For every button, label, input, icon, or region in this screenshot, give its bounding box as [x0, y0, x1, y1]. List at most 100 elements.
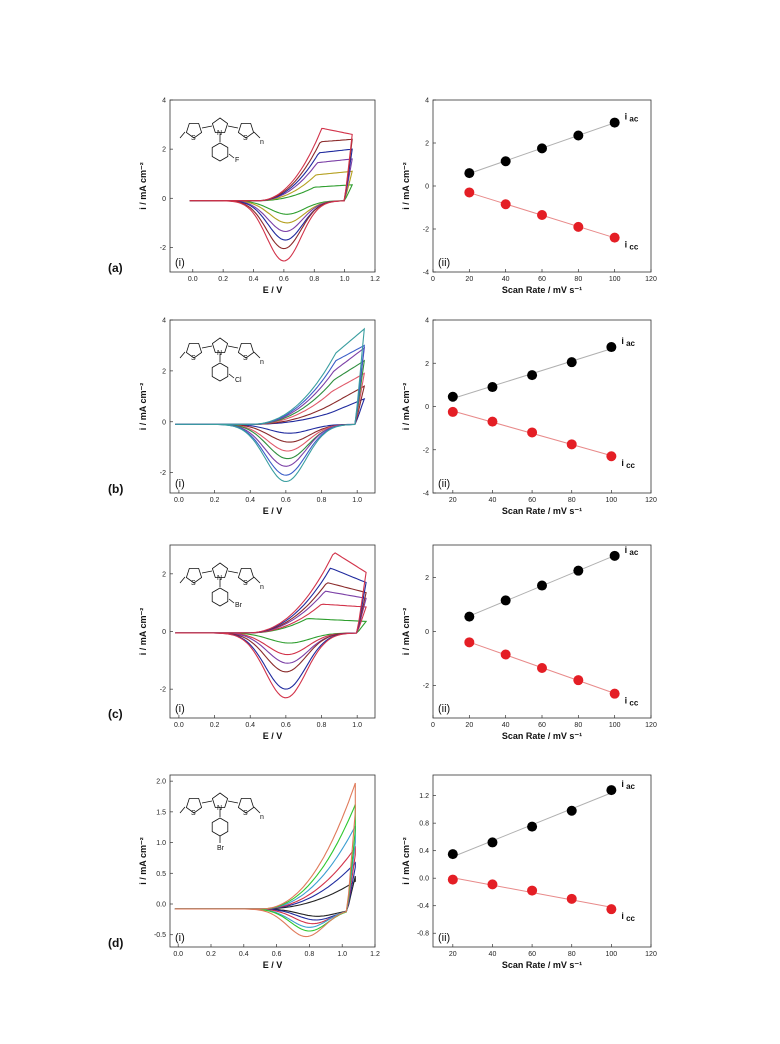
x-tick-label: 40 — [489, 951, 497, 958]
phenyl-ring — [211, 142, 229, 162]
x-tick-label: 1.0 — [340, 276, 350, 283]
y-tick-label: 4 — [162, 318, 166, 325]
thiophene-ring — [185, 123, 203, 139]
bond — [179, 806, 261, 814]
row-label: (b) — [108, 482, 123, 496]
x-tick-label: 0.0 — [173, 951, 183, 958]
y-tick-label: 2.0 — [156, 779, 166, 786]
scan-rate-panel: 20 40 60 80 100 120 -4 -2 0 2 4 Scan Rate / mV s⁻¹ i… — [401, 318, 657, 517]
data-point — [500, 595, 511, 606]
x-tick-label: 0.2 — [210, 497, 220, 504]
series-label-main: i — [621, 779, 624, 789]
panel-sublabel: (ii) — [438, 257, 450, 269]
y-axis-label: i / mA cm⁻² — [401, 837, 411, 884]
y-tick-label: -0.4 — [417, 903, 429, 910]
data-point — [487, 879, 498, 890]
cv-curve — [174, 825, 356, 928]
x-tick-label: 120 — [645, 951, 657, 958]
scan-rate-panel: 20 40 60 80 100 120 -0.8 -0.4 0.0 0.4 0.8 1.2 Scan R… — [401, 774, 657, 970]
x-tick-label: 0.0 — [174, 497, 184, 504]
y-tick-label: 2 — [425, 575, 429, 582]
x-tick-label: 0.4 — [249, 276, 259, 283]
thiophene-ring — [237, 568, 255, 584]
data-point — [606, 785, 617, 796]
nitrogen-atom-label: N — [217, 130, 222, 137]
y-tick-label: -2 — [160, 470, 166, 477]
pyrrole-ring — [211, 337, 229, 353]
y-tick-label: 1.0 — [156, 840, 166, 847]
series-label-sub: ac — [624, 339, 636, 348]
x-tick-label: 0.8 — [317, 497, 327, 504]
axes-frame — [169, 544, 376, 719]
data-point — [464, 611, 475, 622]
data-point — [537, 662, 547, 673]
x-tick-label: 20 — [449, 951, 457, 958]
data-point — [573, 130, 584, 141]
cv-panel: 0.0 0.2 0.4 0.6 0.8 1.0 1.2 -2 0 2 4 E / V i / mA cm… — [138, 98, 380, 296]
x-tick-label: 40 — [502, 276, 510, 283]
row-1: (b) 0.0 0.2 0.4 0.6 0.8 1.0 -2 0 2 4 E / V i / mA cm… — [108, 318, 657, 517]
data-point — [527, 821, 538, 832]
cv-panel: 0.0 0.2 0.4 0.6 0.8 1.0 -2 0 2 4 E / V i / mA cm⁻² (… — [138, 318, 376, 516]
x-tick-label: 0.6 — [272, 951, 282, 958]
x-tick-label: 0.2 — [210, 722, 220, 729]
x-tick-label: 0.2 — [218, 276, 228, 283]
y-tick-label: 0 — [162, 629, 166, 636]
x-axis-label: E / V — [263, 506, 283, 516]
data-point — [609, 232, 620, 243]
y-tick-label: -0.5 — [154, 932, 166, 939]
thiophene-ring — [185, 798, 203, 814]
x-tick-label: 100 — [609, 722, 621, 729]
data-point — [609, 688, 620, 699]
data-point — [464, 168, 475, 179]
series-label-main: i — [625, 240, 628, 250]
sulfur-atom-label: S — [243, 580, 248, 587]
cv-curve — [175, 582, 367, 673]
data-point — [447, 391, 458, 402]
x-tick-label: 0.8 — [317, 722, 327, 729]
data-point — [606, 342, 617, 353]
sulfur-atom-label: S — [191, 355, 196, 362]
data-point — [573, 221, 584, 232]
series-label: i ac — [625, 112, 639, 124]
x-tick-label: 120 — [645, 722, 657, 729]
bond — [201, 570, 239, 574]
data-point — [566, 805, 577, 816]
data-point — [487, 382, 498, 393]
series-label: i ac — [621, 779, 635, 791]
bond — [228, 153, 235, 159]
repeat-unit-label: n — [260, 814, 264, 821]
axes-frame — [432, 319, 652, 494]
x-tick-label: 1.0 — [352, 497, 362, 504]
nitrogen-atom-label: N — [217, 575, 222, 582]
thiophene-ring — [185, 568, 203, 584]
axes-frame — [169, 774, 376, 948]
thiophene-ring — [237, 798, 255, 814]
data-point — [573, 565, 584, 576]
x-tick-label: 20 — [465, 276, 473, 283]
y-axis-label: i / mA cm⁻² — [138, 837, 148, 884]
series-label: i cc — [625, 696, 639, 708]
bond — [201, 345, 239, 349]
x-tick-label: 1.2 — [370, 951, 380, 958]
y-tick-label: 1.5 — [156, 809, 166, 816]
y-tick-label: 0.5 — [156, 871, 166, 878]
panel-sublabel: (ii) — [438, 478, 450, 490]
x-tick-label: 0.8 — [305, 951, 315, 958]
x-tick-label: 0.6 — [281, 722, 291, 729]
panel-sublabel: (ii) — [438, 932, 450, 944]
substituent-label: Br — [235, 602, 243, 609]
cv-curve — [175, 385, 365, 443]
series-label-sub: cc — [627, 243, 639, 252]
bond — [228, 598, 235, 604]
series-label-main: i — [625, 696, 628, 706]
x-tick-label: 0.4 — [239, 951, 249, 958]
x-tick-label: 0.6 — [281, 497, 291, 504]
x-axis-label: Scan Rate / mV s⁻¹ — [502, 731, 582, 741]
cv-curve — [189, 158, 353, 233]
data-point — [606, 451, 617, 462]
data-point — [566, 357, 577, 368]
x-tick-label: 0.6 — [279, 276, 289, 283]
data-point — [537, 210, 547, 221]
data-point — [609, 550, 620, 561]
